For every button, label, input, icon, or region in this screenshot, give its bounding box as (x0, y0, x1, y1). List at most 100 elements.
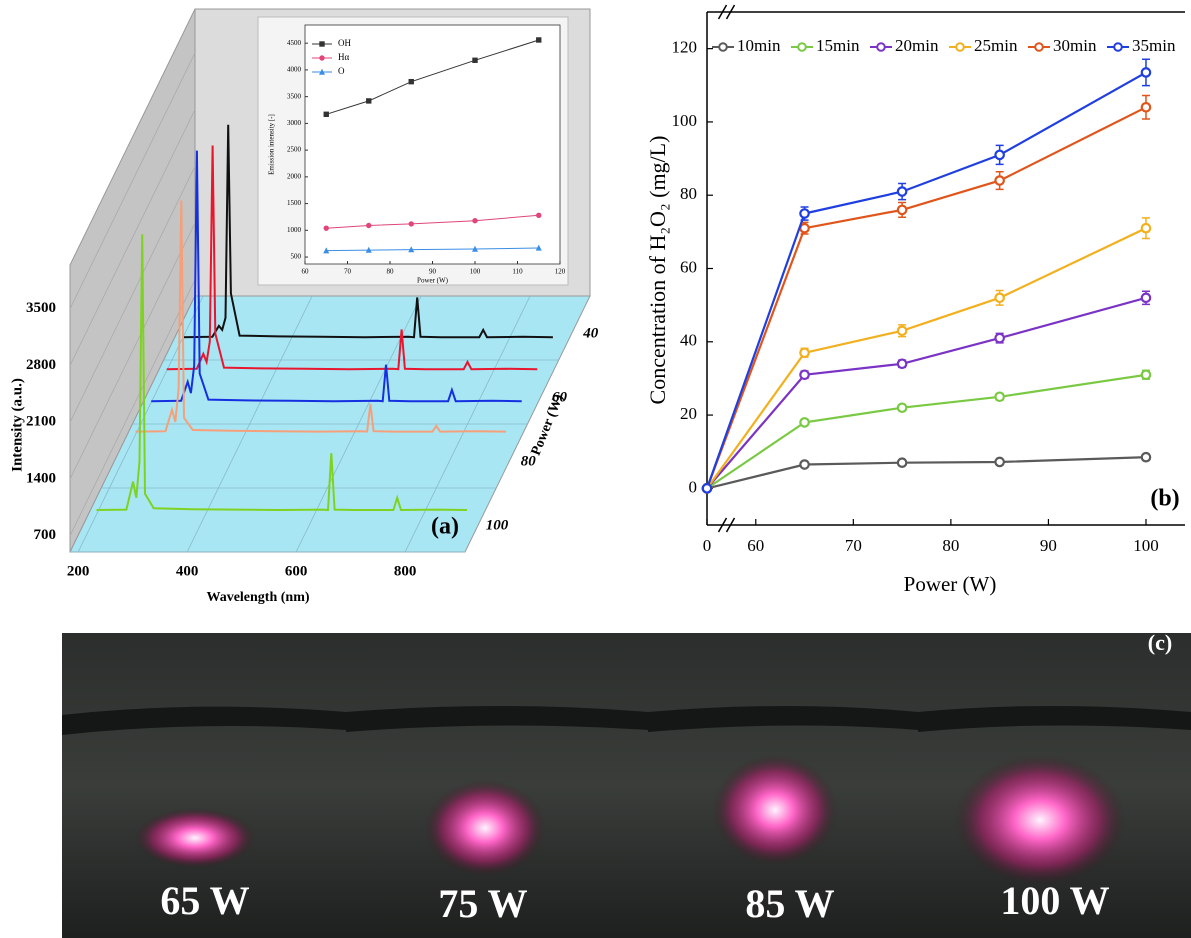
marker (409, 79, 413, 83)
marker (995, 334, 1003, 342)
y-axis-title: Concentration of H₂O₂ (mg/L) (645, 136, 670, 405)
marker (898, 187, 906, 195)
marker (898, 327, 906, 335)
x-tick-label: 60 (747, 536, 764, 555)
legend-marker (1035, 43, 1043, 51)
marker (898, 206, 906, 214)
series-line (707, 73, 1146, 489)
x-tick-label: 800 (394, 563, 417, 579)
marker (995, 151, 1003, 159)
marker (367, 99, 371, 103)
y-tick-label: 4000 (287, 66, 302, 74)
x-tick-label: 60 (302, 268, 310, 276)
marker (1142, 103, 1150, 111)
legend-label: 35min (1132, 36, 1176, 55)
y-tick-label: 120 (672, 38, 698, 57)
panel-c: 65 W 75 W 85 W 100 W (c) (62, 630, 1191, 938)
legend-marker (877, 43, 885, 51)
y-tick-label: 20 (680, 404, 697, 423)
marker (1142, 371, 1150, 379)
photo-caption: 100 W (1000, 878, 1109, 923)
x-tick-label: 110 (512, 268, 523, 276)
marker (995, 458, 1003, 466)
figure: 7001400210028003500200400600800406080100… (0, 0, 1191, 938)
legend-label: 25min (974, 36, 1018, 55)
marker (995, 294, 1003, 302)
y-tick-label: 2800 (26, 357, 56, 373)
panel-label: (b) (1150, 486, 1179, 512)
legend-marker (719, 43, 727, 51)
y-axis-title: Emission intensity [-] (268, 114, 276, 175)
marker (703, 484, 711, 492)
y-tick-label: 3500 (26, 300, 56, 316)
z-tick-label: 80 (521, 453, 537, 469)
legend-marker (320, 42, 324, 46)
legend-label: 30min (1053, 36, 1097, 55)
marker (800, 371, 808, 379)
marker (537, 213, 541, 217)
z-tick-label: 100 (486, 517, 509, 533)
x-tick-label: 100 (1133, 536, 1159, 555)
photo-caption: 85 W (745, 881, 834, 926)
marker (473, 218, 477, 222)
y-tick-label: 1000 (287, 226, 302, 234)
marker (367, 223, 371, 227)
photo-caption: 65 W (160, 878, 249, 923)
x-tick-label: 80 (942, 536, 959, 555)
marker (995, 393, 1003, 401)
y-tick-label: 80 (680, 184, 697, 203)
legend-label: O (338, 66, 345, 76)
legend-marker (1114, 43, 1122, 51)
legend-label: 20min (895, 36, 939, 55)
x-axis-title: Power (W) (904, 572, 997, 596)
y-tick-label: 40 (680, 331, 697, 350)
x-tick-label: 80 (387, 268, 395, 276)
panel-label: (a) (431, 514, 459, 540)
y-axis-title: Intensity (a.u.) (9, 378, 25, 472)
z-tick-label: 40 (582, 325, 599, 341)
x-tick-label: 120 (555, 268, 566, 276)
marker (800, 224, 808, 232)
x-axis-title: Wavelength (nm) (206, 590, 309, 605)
photo-caption: 75 W (438, 881, 527, 926)
legend-label: Hα (338, 52, 349, 62)
y-tick-label: 1500 (287, 199, 302, 207)
y-tick-label: 700 (34, 527, 57, 543)
legend-label: 15min (816, 36, 860, 55)
y-tick-label: 3500 (287, 92, 302, 100)
marker (324, 226, 328, 230)
marker (1142, 453, 1150, 461)
x-tick-label: 70 (845, 536, 862, 555)
marker (800, 418, 808, 426)
marker (537, 38, 541, 42)
series-line (707, 457, 1146, 488)
marker (409, 222, 413, 226)
marker (995, 176, 1003, 184)
y-tick-label: 2500 (287, 146, 302, 154)
x-tick-label: 100 (470, 268, 481, 276)
legend-marker (320, 56, 324, 60)
marker (800, 460, 808, 468)
y-tick-label: 3000 (287, 119, 302, 127)
marker (898, 360, 906, 368)
y-tick-label: 4500 (287, 39, 302, 47)
legend-label: OH (338, 38, 351, 48)
marker (473, 58, 477, 62)
x-tick-label: 70 (344, 268, 352, 276)
marker (1142, 294, 1150, 302)
x-tick-label: 400 (176, 563, 199, 579)
marker (800, 209, 808, 217)
y-tick-label: 2000 (287, 172, 302, 180)
marker (1142, 68, 1150, 76)
x-tick-label: 600 (285, 563, 308, 579)
marker (898, 459, 906, 467)
y-tick-label: 1400 (26, 470, 56, 486)
panel-label: (c) (1148, 630, 1172, 655)
x-tick-label: 90 (429, 268, 437, 276)
x-axis-title: Power (W) (417, 277, 449, 285)
y-tick-label: 60 (680, 257, 697, 276)
x-tick-label: 200 (67, 563, 90, 579)
y-tick-label: 0 (689, 477, 698, 496)
